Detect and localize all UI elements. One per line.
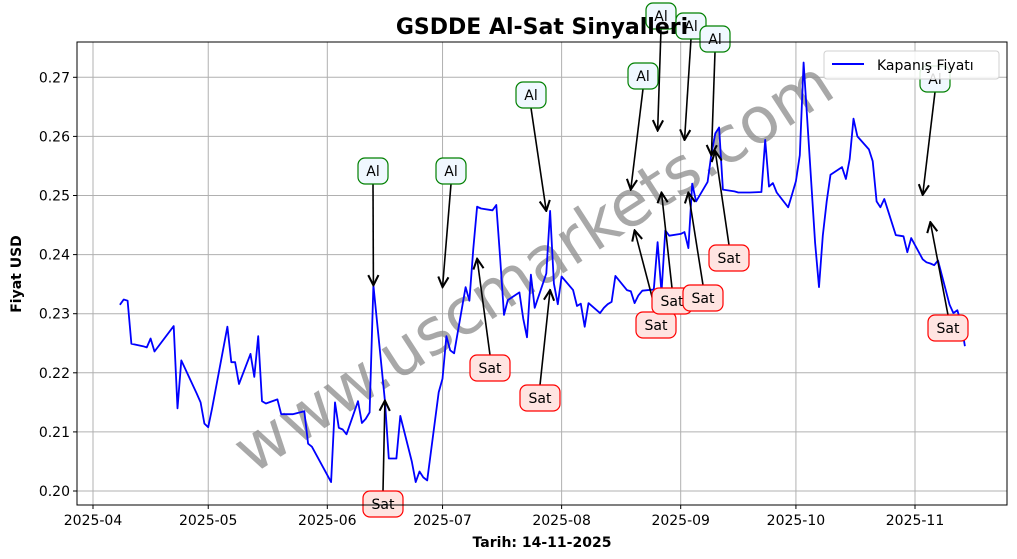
sell-signal-annotation: Sat bbox=[469, 259, 511, 382]
x-tick-label: 2025-06 bbox=[298, 513, 357, 529]
annotation-label: Al bbox=[366, 164, 379, 180]
annotation-arrow bbox=[711, 51, 715, 155]
annotation-box bbox=[708, 244, 750, 272]
buy-signal-annotation: Al bbox=[699, 25, 731, 155]
annotation-label: Al bbox=[654, 9, 667, 25]
annotation-box bbox=[515, 81, 547, 109]
sell-signal-annotation: Sat bbox=[519, 290, 561, 412]
annotation-arrow bbox=[661, 193, 673, 289]
annotation-arrow bbox=[477, 259, 491, 356]
y-tick-label: 0.22 bbox=[39, 366, 70, 382]
annotation-box bbox=[469, 354, 511, 382]
annotation-box bbox=[927, 314, 969, 342]
annotation-box bbox=[682, 284, 724, 312]
annotation-box bbox=[645, 2, 677, 30]
y-axis-label: Fiyat USD bbox=[9, 235, 25, 313]
x-tick-label: 2025-05 bbox=[179, 513, 238, 529]
buy-signal-annotation: Al bbox=[515, 81, 547, 211]
y-tick-label: 0.25 bbox=[39, 189, 70, 205]
sell-signal-annotation: Sat bbox=[927, 222, 969, 342]
annotation-arrow bbox=[685, 38, 692, 140]
annotation-arrow bbox=[530, 107, 546, 211]
plot-frame bbox=[76, 41, 1008, 506]
annotation-arrow bbox=[539, 290, 550, 386]
buy-signal-annotation: Al bbox=[920, 65, 951, 195]
sell-signal-annotation: Sat bbox=[362, 401, 404, 518]
x-tick-label: 2025-07 bbox=[413, 513, 472, 529]
watermark: www.uscmarkets.com bbox=[221, 46, 847, 488]
buy-signal-annotation: Al bbox=[627, 62, 659, 190]
annotation-label: Al bbox=[524, 88, 537, 104]
y-tick-label: 0.23 bbox=[39, 307, 70, 323]
annotation-arrow bbox=[715, 151, 730, 246]
annotation-arrow bbox=[383, 401, 385, 492]
annotation-arrow bbox=[923, 91, 936, 195]
annotation-label: Al bbox=[708, 32, 721, 48]
annotation-label: Al bbox=[684, 19, 697, 35]
legend: Kapanış Fiyatı bbox=[823, 50, 1000, 80]
sell-signal-annotation: Sat bbox=[682, 193, 724, 312]
x-axis-label: Tarih: 14-11-2025 bbox=[473, 535, 612, 551]
x-axis: 2025-04 2025-05 2025-06 2025-07 2025-08 2025-… bbox=[64, 505, 945, 529]
chart-title: GSDDE Al-Sat Sinyalleri bbox=[396, 15, 688, 40]
sell-signal-annotation: Sat bbox=[708, 151, 750, 272]
legend-label: Kapanış Fiyatı bbox=[877, 58, 974, 74]
y-tick-label: 0.26 bbox=[39, 129, 70, 145]
x-tick-label: 2025-04 bbox=[64, 513, 123, 529]
y-tick-label: 0.21 bbox=[39, 425, 70, 441]
buy-signal-annotation: Al bbox=[357, 157, 389, 285]
annotation-label: Sat bbox=[645, 318, 668, 334]
annotation-box bbox=[357, 157, 389, 185]
y-tick-label: 0.20 bbox=[39, 484, 70, 500]
annotation-arrow bbox=[631, 88, 644, 190]
y-axis: 0.20 0.21 0.22 0.23 0.24 0.25 0.26 0.27 bbox=[39, 70, 77, 500]
annotation-box bbox=[519, 384, 561, 412]
y-tick-label: 0.27 bbox=[39, 70, 70, 86]
annotation-label: Sat bbox=[529, 391, 552, 407]
annotation-box bbox=[627, 62, 659, 90]
annotation-label: Sat bbox=[692, 291, 715, 307]
x-tick-label: 2025-09 bbox=[651, 513, 710, 529]
sell-signal-annotation: Sat bbox=[635, 230, 677, 339]
annotation-label: Sat bbox=[661, 294, 684, 310]
x-tick-label: 2025-10 bbox=[767, 513, 826, 529]
buy-signal-annotation: Al bbox=[675, 12, 707, 140]
annotation-arrow bbox=[443, 183, 452, 287]
annotation-box bbox=[362, 490, 404, 518]
annotation-box bbox=[699, 25, 731, 53]
annotation-label: Al bbox=[444, 164, 457, 180]
annotation-label: Sat bbox=[479, 361, 502, 377]
annotation-arrow bbox=[930, 222, 949, 316]
buy-signal-annotation: Al bbox=[645, 2, 677, 130]
annotation-box bbox=[435, 157, 467, 185]
price-line bbox=[119, 61, 966, 484]
sell-signal-annotation: Sat bbox=[651, 193, 693, 315]
grid-lines bbox=[77, 42, 1007, 505]
annotation-arrow bbox=[658, 28, 661, 130]
annotation-label: Al bbox=[636, 69, 649, 85]
x-tick-label: 2025-08 bbox=[532, 513, 591, 529]
annotation-label: Sat bbox=[718, 251, 741, 267]
annotation-label: Sat bbox=[937, 321, 960, 337]
x-tick-label: 2025-11 bbox=[886, 513, 945, 529]
y-tick-label: 0.24 bbox=[39, 248, 70, 264]
buy-signal-annotation: Al bbox=[435, 157, 467, 287]
annotation-arrow bbox=[688, 193, 704, 286]
